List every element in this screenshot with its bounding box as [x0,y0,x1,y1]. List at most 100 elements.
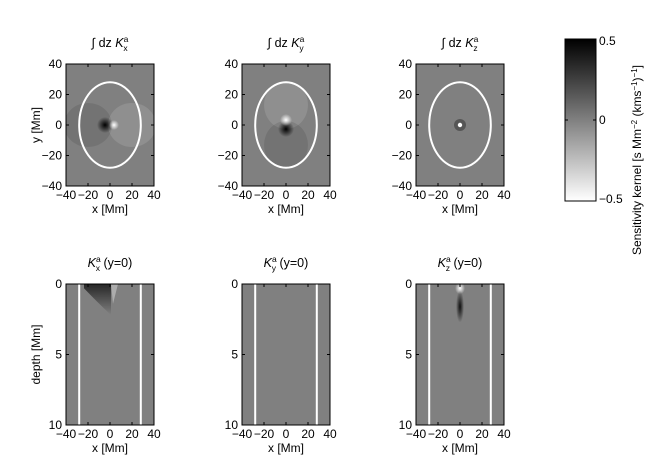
kernel-symbol: K [465,36,474,50]
y-tick-label: 0 [231,277,238,291]
core-light [280,114,292,126]
y-tick-label: −20 [42,149,63,163]
lobe-negative-wide [264,121,308,169]
kernel-superscript: a [300,34,305,44]
x-tick-label: −20 [428,427,449,441]
title-suffix: (y=0) [100,256,132,270]
kernel-symbol: K [115,36,124,50]
x-tick-label: 40 [497,427,511,441]
kernel-structure [84,284,118,316]
y-tick-label: 0 [405,277,412,291]
x-tick-label: 0 [107,427,114,441]
y-tick-label: −20 [218,149,239,163]
y-tick-label: −40 [392,179,413,193]
colorbar-label: Sensitivity kernel [s Mm−2 (kms−1)−1] [630,65,644,255]
x-tick-label: 20 [125,188,139,202]
kernel-symbol: K [291,36,300,50]
positive-lobe [111,284,118,304]
colorbar-tick-label: 0 [599,113,606,127]
y-tick-label: 5 [405,348,412,362]
x-tick-label: −40 [232,427,253,441]
kernel-superscript: a [96,254,101,264]
kernel-superscript: a [474,34,479,44]
x-tick-label: −20 [78,188,99,202]
kernel-subscript: y [272,263,277,273]
x-tick-label: −20 [254,427,275,441]
kernel-subscript: x [123,43,128,53]
panel-5: −40 −20 0 20 40 0 5 10 x [Mm] Ka y (y=0) [225,254,337,455]
colorbar: 0.50−0.5 Sensitivity kernel [s Mm−2 (kms−… [564,34,644,255]
kernel-superscript: a [446,254,451,264]
annulus-circle [428,81,492,169]
x-tick-label: −20 [254,188,275,202]
title-prefix: ∫ dz [441,36,466,50]
kernel-symbol: K [438,256,447,270]
y-tick-label: 20 [49,88,63,102]
colorbar-label-part: ] [630,65,644,68]
title-prefix: ∫ dz [267,36,292,50]
x-tick-label: 40 [323,427,337,441]
deep-negative-lobe [456,290,464,323]
x-tick-label: 20 [475,427,489,441]
x-axis-label: x [Mm] [442,202,478,216]
heatmap-background [242,284,330,425]
y-tick-label: 20 [399,88,413,102]
panel-title: ∫ dz Ka x [91,34,129,53]
colorbar-tick-label: 0.5 [599,34,616,48]
negative-lobe [84,284,111,316]
x-tick-label: 20 [301,427,315,441]
kernel-structure [454,119,466,131]
kernel-subscript: z [473,43,477,53]
colorbar-label-part: Sensitivity kernel [s Mm [630,129,644,255]
y-axis-label: y [Mm] [29,107,43,143]
colorbar-label-part: (kms [630,91,644,120]
x-axis-label: x [Mm] [268,441,304,455]
x-tick-label: 0 [283,427,290,441]
annulus-circle [78,81,142,169]
x-tick-label: 0 [107,188,114,202]
x-tick-label: −40 [406,427,427,441]
kernel-symbol: K [88,256,97,270]
y-tick-label: 0 [55,277,62,291]
x-axis-label: x [Mm] [92,441,128,455]
panel-4: −40 −20 0 20 40 0 5 10 x [Mm] depth [Mm] Ka x (y=0) [29,254,161,455]
y-tick-label: 0 [405,118,412,132]
kernel-structure [455,284,465,323]
core-dark [97,117,113,133]
lobe-negative-wide [66,103,112,147]
colorbar-label-sup: −2 [630,119,639,129]
x-axis-label: x [Mm] [92,202,128,216]
title-prefix: ∫ dz [91,36,116,50]
x-tick-label: −40 [56,427,77,441]
x-tick-label: 40 [323,188,337,202]
core-dot [457,122,463,128]
y-tick-label: 5 [55,348,62,362]
x-tick-label: 20 [125,427,139,441]
x-tick-label: −20 [78,427,99,441]
panel-title: ∫ dz Ka z [441,34,479,53]
annulus-circle [254,81,318,169]
core-dark [278,121,294,137]
kernel-superscript: a [124,34,129,44]
x-tick-label: 40 [497,188,511,202]
colorbar-scale [564,38,597,202]
surface-peak [455,284,465,295]
colorbar-label-sup: −1 [630,81,639,91]
x-tick-label: 0 [457,427,464,441]
kernel-subscript: y [299,43,304,53]
panel-6: −40 −20 0 20 40 0 5 10 x [Mm] Ka z (y=0) [399,254,511,455]
x-axis-label: x [Mm] [268,202,304,216]
kernel-symbol: K [264,256,273,270]
y-tick-label: 20 [225,88,239,102]
colorbar-label-part: ) [630,77,644,81]
title-suffix: (y=0) [276,256,308,270]
panel-title: Ka x (y=0) [88,254,133,273]
y-tick-label: −40 [42,179,63,193]
panel-title: ∫ dz Ka y [267,34,305,53]
x-tick-label: 0 [457,188,464,202]
x-tick-label: 20 [475,188,489,202]
colorbar-label-sup: −1 [630,68,639,78]
